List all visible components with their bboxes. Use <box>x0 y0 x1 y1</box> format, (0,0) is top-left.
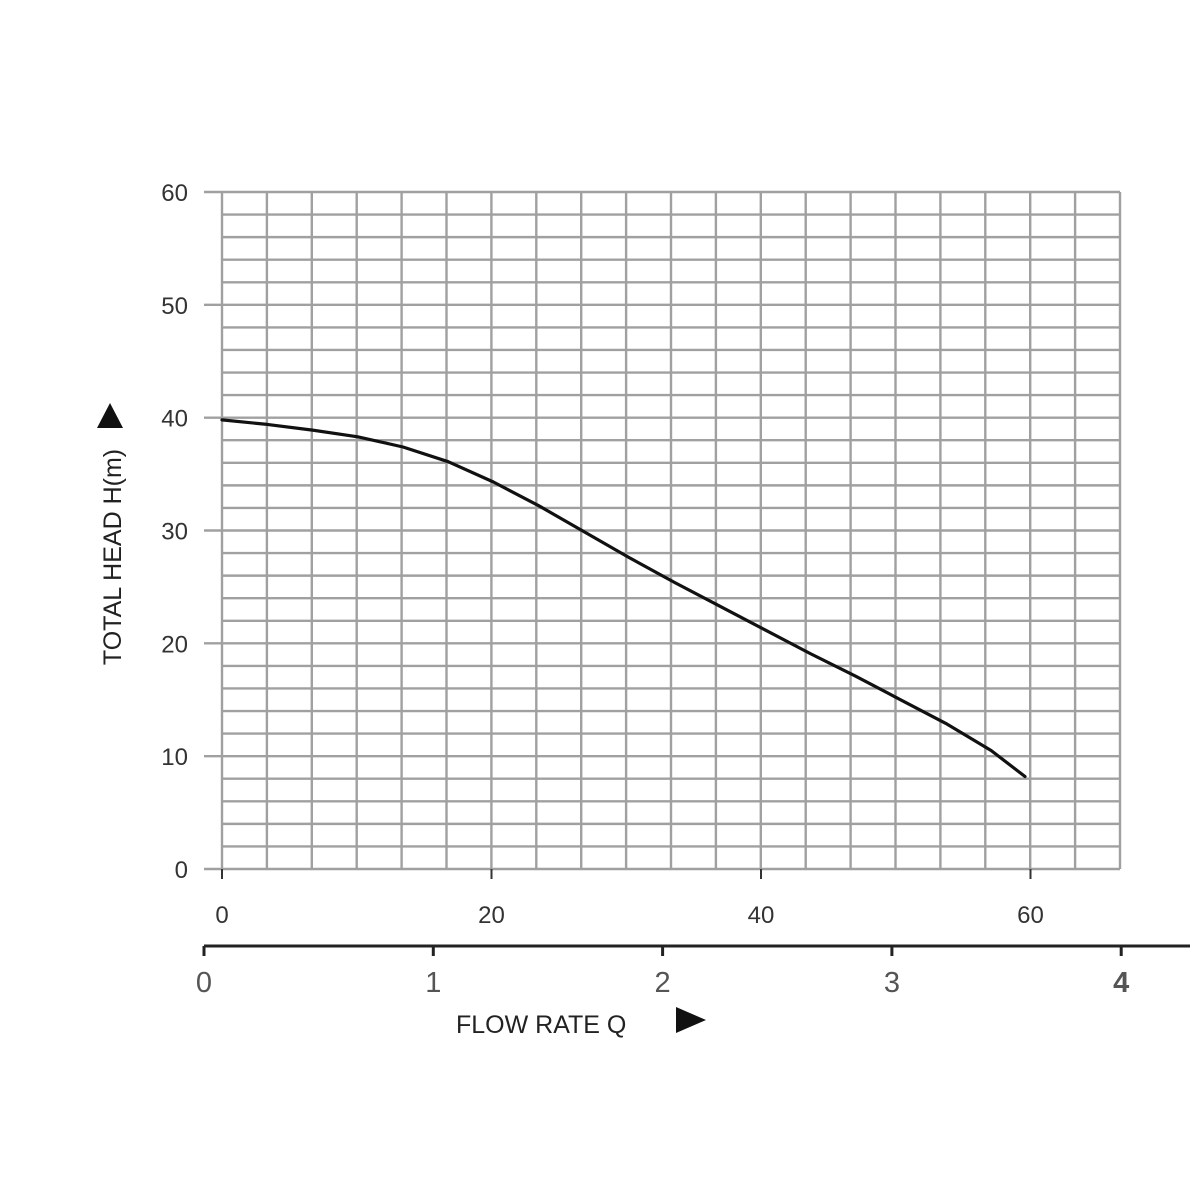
secondary-x-tick-label: 0 <box>215 902 228 929</box>
y-tick-label: 10 <box>161 744 188 771</box>
x-tick-label: 1 <box>425 967 441 999</box>
y-tick-label: 0 <box>175 857 188 884</box>
y-tick-label: 60 <box>161 180 188 207</box>
y-tick-label: 30 <box>161 519 188 546</box>
x-tick-label: 0 <box>196 967 212 999</box>
grid <box>220 190 1122 871</box>
y-axis-title: TOTAL HEAD H(m) <box>99 449 127 665</box>
x-axis-arrow-icon <box>676 1007 706 1033</box>
pump-curve-line <box>220 418 1027 779</box>
y-tick-label: 50 <box>161 293 188 320</box>
secondary-x-tick-label: 20 <box>478 902 505 929</box>
secondary-x-tick-label: 60 <box>1017 902 1044 929</box>
x-tick-label: 2 <box>655 967 671 999</box>
y-tick-label: 40 <box>161 406 188 433</box>
y-axis: 0 10 20 30 40 50 60 <box>161 180 222 884</box>
x-tick-label: 4 <box>1113 967 1129 999</box>
secondary-x-tick-label: 40 <box>748 902 775 929</box>
x-axis-title: FLOW RATE Q <box>456 1011 626 1039</box>
y-axis-arrow-icon <box>97 403 123 428</box>
x-axis-secondary: 0 20 40 60 <box>215 869 1044 929</box>
x-axis: 0 1 2 3 4 <box>196 944 1190 999</box>
y-tick-label: 20 <box>161 631 188 658</box>
x-tick-label: 3 <box>884 967 900 999</box>
